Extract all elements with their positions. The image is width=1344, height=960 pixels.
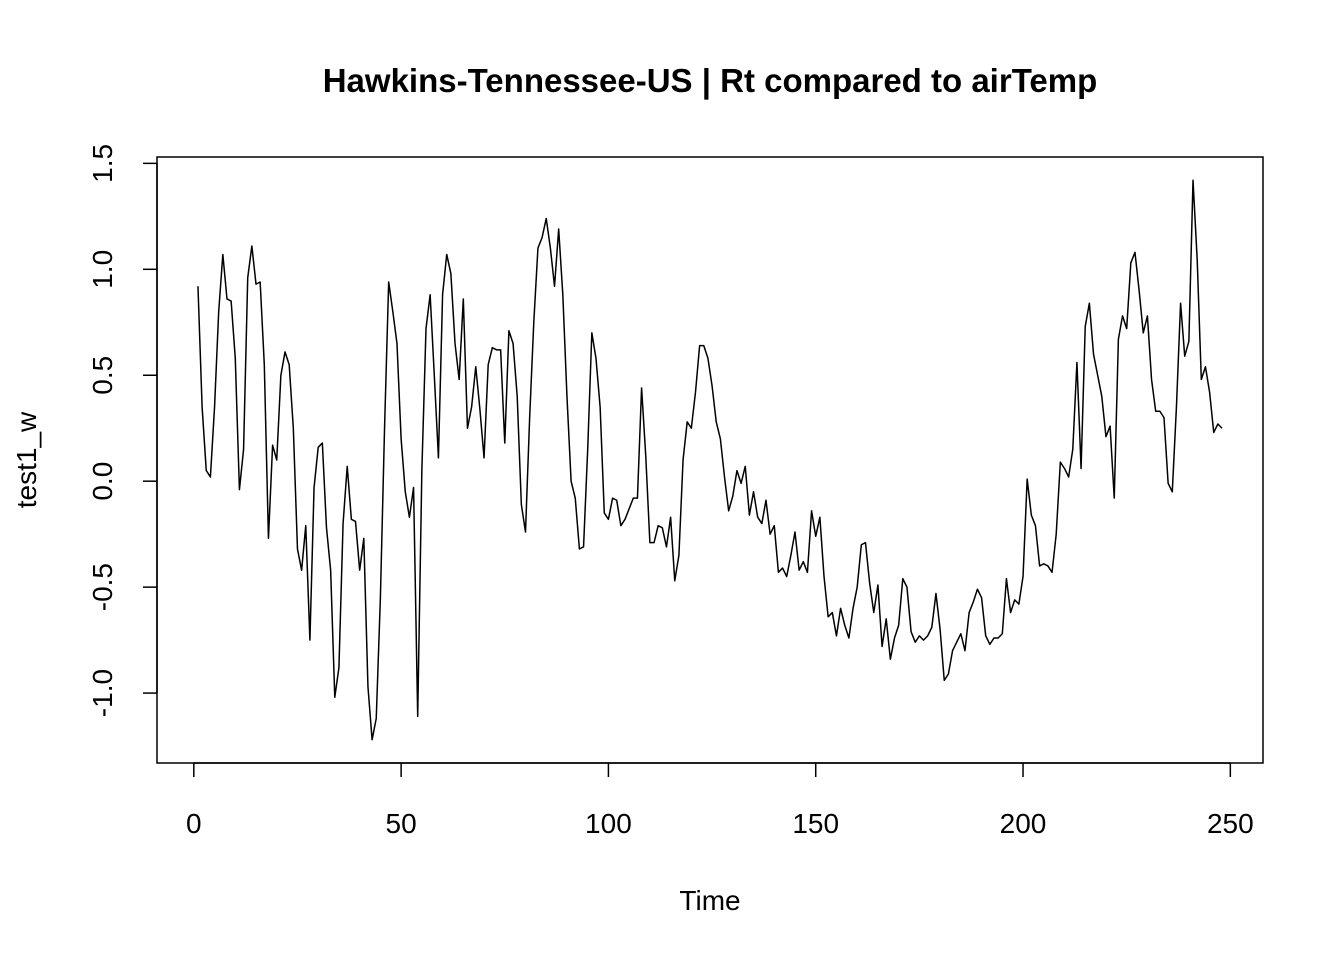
x-axis-label: Time — [679, 885, 740, 916]
chart-title: Hawkins-Tennessee-US | Rt compared to ai… — [323, 62, 1098, 99]
y-tick-label: 1.0 — [87, 250, 118, 289]
y-tick-label: 0.5 — [87, 356, 118, 395]
x-tick-label: 250 — [1207, 808, 1254, 839]
x-tick-label: 50 — [386, 808, 417, 839]
y-tick-label: 0.0 — [87, 462, 118, 501]
x-tick-label: 100 — [585, 808, 632, 839]
x-tick-label: 0 — [186, 808, 202, 839]
y-tick-label: -0.5 — [87, 563, 118, 611]
data-line — [197, 179, 1223, 741]
y-tick-label: 1.5 — [87, 144, 118, 183]
x-tick-label: 200 — [1000, 808, 1047, 839]
x-tick-label: 150 — [792, 808, 839, 839]
y-tick-label: -1.0 — [87, 669, 118, 717]
y-axis-label: test1_w — [11, 411, 42, 508]
